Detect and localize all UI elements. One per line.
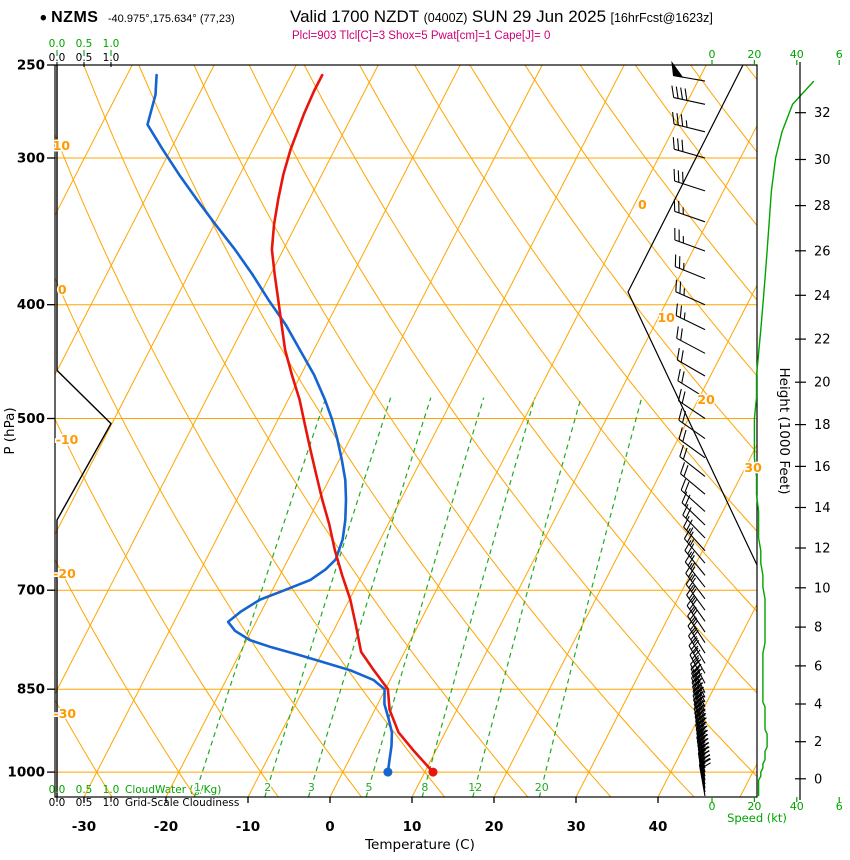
- svg-text:400: 400: [17, 297, 45, 313]
- svg-text:24: 24: [814, 289, 831, 304]
- svg-text:-30: -30: [54, 706, 77, 721]
- svg-text:1000: 1000: [7, 765, 45, 781]
- svg-text:300: 300: [17, 151, 45, 167]
- svg-text:20: 20: [747, 48, 761, 61]
- plot-frame: [54, 64, 758, 798]
- svg-text:40: 40: [790, 48, 804, 61]
- svg-text:20: 20: [814, 376, 831, 391]
- svg-text:0.5: 0.5: [76, 52, 93, 64]
- surface-dewpoint-dot: [383, 767, 393, 777]
- svg-text:20: 20: [697, 392, 715, 407]
- svg-text:2: 2: [264, 781, 271, 794]
- station-header: • NZMS -40.975°,175.634° (77,23): [40, 8, 235, 30]
- svg-text:3: 3: [308, 781, 315, 794]
- station-bullet: •: [40, 8, 47, 29]
- svg-text:-20: -20: [154, 819, 178, 835]
- svg-text:-30: -30: [72, 819, 96, 835]
- svg-text:6: 6: [836, 48, 843, 61]
- temperature-trace: [270, 73, 435, 774]
- svg-text:30: 30: [744, 460, 762, 475]
- svg-text:0: 0: [709, 48, 716, 61]
- svg-text:0.0: 0.0: [49, 52, 66, 64]
- svg-text:2: 2: [814, 735, 822, 750]
- svg-text:32: 32: [814, 106, 831, 121]
- speed-curve: [753, 80, 815, 796]
- svg-text:1.0: 1.0: [103, 52, 120, 64]
- valid-utc-label: (0400Z): [423, 11, 468, 25]
- cloudiness-trace: [56, 65, 112, 797]
- svg-text:0.5: 0.5: [76, 784, 93, 796]
- svg-text:-10: -10: [56, 432, 79, 447]
- svg-text:26: 26: [814, 244, 831, 259]
- svg-text:6: 6: [814, 659, 822, 674]
- svg-text:20: 20: [535, 781, 549, 794]
- svg-text:1.0: 1.0: [103, 797, 120, 809]
- cloudwater-label: CloudWater (g/Kg): [125, 784, 221, 796]
- svg-text:0.0: 0.0: [49, 38, 66, 50]
- svg-text:6: 6: [836, 800, 843, 813]
- svg-text:18: 18: [814, 418, 831, 433]
- speed-axis-title: Speed (kt): [727, 811, 787, 825]
- svg-text:850: 850: [17, 682, 45, 698]
- svg-text:250: 250: [17, 58, 45, 74]
- svg-text:700: 700: [17, 583, 45, 599]
- height-axis-title: Height (1000 Feet): [776, 367, 792, 494]
- svg-text:30: 30: [814, 153, 831, 168]
- svg-text:20: 20: [747, 800, 761, 813]
- svg-text:0.0: 0.0: [49, 784, 66, 796]
- svg-text:0.5: 0.5: [76, 797, 93, 809]
- svg-text:0: 0: [638, 197, 647, 212]
- valid-time-label: Valid 1700 NZDT: [290, 7, 420, 26]
- svg-text:1.0: 1.0: [103, 784, 120, 796]
- svg-text:14: 14: [814, 501, 831, 516]
- grid-lines: [55, 65, 757, 797]
- svg-text:0: 0: [709, 800, 716, 813]
- svg-text:1: 1: [194, 781, 201, 794]
- svg-text:12: 12: [468, 781, 482, 794]
- svg-text:0.5: 0.5: [76, 38, 93, 50]
- svg-text:40: 40: [790, 800, 804, 813]
- mixing-ratio-lines: [193, 397, 643, 797]
- dewpoint-trace: [146, 73, 394, 774]
- svg-text:-20: -20: [53, 566, 76, 581]
- tephigram-edge: [627, 64, 758, 566]
- station-coordinates: -40.975°,175.634° (77,23): [107, 13, 235, 25]
- valid-date-label: SUN 29 Jun 2025: [471, 7, 607, 26]
- svg-text:10: 10: [814, 581, 831, 596]
- svg-text:5: 5: [366, 781, 373, 794]
- temperature-axis-title: Temperature (C): [364, 837, 475, 853]
- surface-temperature-dot: [428, 767, 438, 777]
- svg-text:10: 10: [403, 819, 422, 835]
- svg-text:0: 0: [325, 819, 334, 835]
- svg-text:500: 500: [17, 411, 45, 427]
- svg-text:20: 20: [485, 819, 504, 835]
- svg-text:40: 40: [649, 819, 668, 835]
- svg-text:30: 30: [567, 819, 586, 835]
- mixing-ratio-labels: 1 2 3 5 8 12 20: [193, 780, 551, 796]
- svg-text:28: 28: [814, 199, 831, 214]
- forecast-reference: [16hrFcst@1623z]: [610, 11, 713, 25]
- wind-barbs: [671, 60, 711, 797]
- svg-text:1.0: 1.0: [103, 38, 120, 50]
- valid-time-header: Valid 1700 NZDT (0400Z) SUN 29 Jun 2025 …: [290, 7, 713, 27]
- svg-text:0: 0: [58, 282, 67, 297]
- svg-text:10: 10: [657, 310, 675, 325]
- svg-text:-10: -10: [236, 819, 260, 835]
- stability-indices-line: Plcl=903 Tlcl[C]=3 Shox=5 Pwat[cm]=1 Cap…: [292, 30, 551, 42]
- svg-text:4: 4: [814, 698, 822, 713]
- svg-text:0.0: 0.0: [49, 797, 66, 809]
- svg-text:0: 0: [814, 772, 822, 787]
- svg-text:8: 8: [421, 781, 428, 794]
- svg-text:8: 8: [814, 621, 822, 636]
- cloudiness-label: Grid-Scale Cloudiness: [125, 797, 239, 809]
- model-name: NZMS: [51, 9, 99, 26]
- pressure-axis-title: P (hPa): [2, 407, 18, 454]
- svg-text:12: 12: [814, 542, 831, 557]
- svg-text:22: 22: [814, 333, 831, 348]
- svg-text:10: 10: [53, 138, 71, 153]
- svg-text:16: 16: [814, 460, 831, 475]
